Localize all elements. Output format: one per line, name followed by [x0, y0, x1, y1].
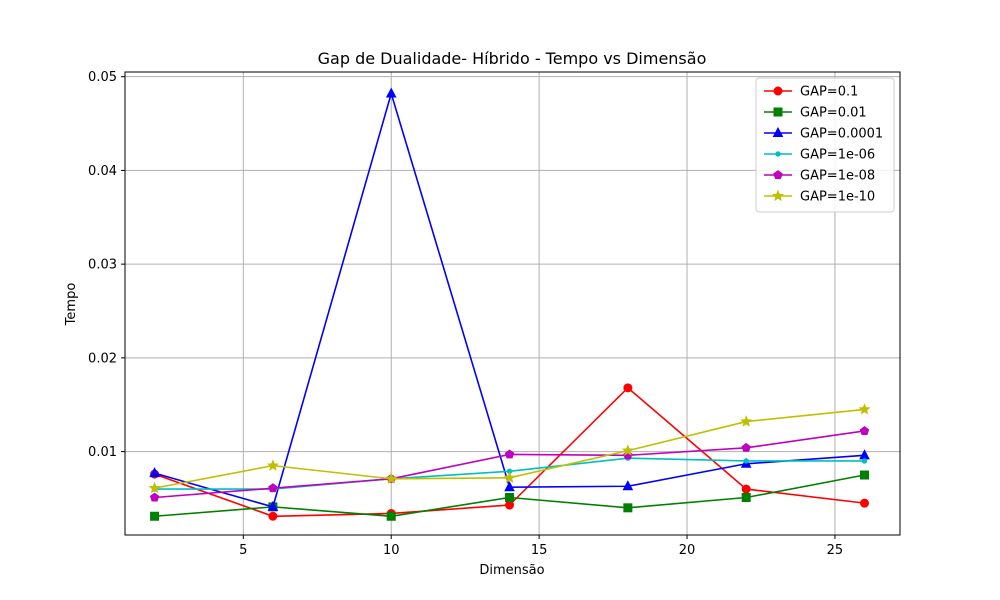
- y-tick-label: 0.05: [88, 70, 117, 85]
- data-point: [504, 449, 515, 459]
- data-point: [860, 498, 870, 508]
- data-point: [149, 492, 160, 502]
- data-point: [741, 484, 751, 494]
- series-layer: [148, 87, 871, 521]
- legend-label: GAP=1e-08: [800, 169, 875, 184]
- legend-marker: [773, 86, 783, 96]
- data-point: [741, 442, 751, 452]
- data-point: [386, 511, 396, 521]
- data-point: [860, 470, 870, 480]
- y-tick-label: 0.01: [88, 445, 117, 460]
- data-point: [623, 383, 633, 393]
- data-point: [621, 444, 634, 456]
- chart-title: Gap de Dualidade- Híbrido - Tempo vs Dim…: [318, 49, 707, 68]
- data-point: [858, 403, 871, 415]
- data-point: [859, 426, 870, 435]
- series-5: [149, 426, 870, 502]
- x-tick-label: 20: [679, 543, 696, 558]
- x-tick-label: 15: [531, 543, 548, 558]
- data-point: [740, 415, 753, 427]
- data-point: [267, 500, 279, 511]
- legend-label: GAP=0.01: [800, 106, 867, 121]
- legend-marker: [772, 126, 784, 137]
- x-tick-label: 10: [383, 543, 400, 558]
- plot-area-frame: [124, 71, 901, 536]
- legend-label: GAP=1e-06: [800, 148, 875, 163]
- data-point: [148, 481, 161, 494]
- x-tick-label: 25: [827, 543, 844, 558]
- data-point: [504, 481, 515, 492]
- data-point: [503, 471, 516, 483]
- y-tick-label: 0.04: [88, 164, 117, 179]
- series-6: [148, 403, 871, 494]
- legend-label: GAP=0.0001: [800, 127, 883, 142]
- legend-marker: [773, 107, 783, 117]
- legend-marker: [771, 189, 785, 202]
- legend-item: GAP=0.1: [764, 85, 858, 100]
- legend: GAP=0.1 GAP=0.01 GAP=0.0001 GAP=1e-06 GAP=1e…: [755, 77, 895, 213]
- legend-item: GAP=0.0001: [764, 127, 883, 142]
- data-point: [385, 87, 397, 98]
- data-point: [861, 458, 868, 464]
- data-point: [268, 483, 278, 493]
- data-point: [741, 493, 751, 503]
- data-point: [623, 503, 633, 513]
- data-point: [150, 511, 160, 521]
- legend-item: GAP=1e-08: [764, 169, 875, 184]
- legend-item: GAP=1e-10: [764, 190, 875, 205]
- legend-label: GAP=0.1: [800, 85, 858, 100]
- grid: [125, 72, 900, 535]
- legend-marker: [775, 151, 781, 157]
- data-point: [268, 511, 278, 521]
- axis-ticks: 5 10 15 20 25 0.01 0.02 0.03 0.04 0.05: [88, 70, 843, 558]
- x-tick-label: 5: [239, 543, 247, 558]
- data-point: [505, 500, 515, 510]
- data-point: [505, 493, 515, 503]
- legend-marker: [773, 170, 783, 179]
- legend-item: GAP=0.01: [764, 106, 867, 121]
- data-point: [622, 480, 634, 491]
- legend-item: GAP=1e-06: [764, 148, 875, 163]
- data-point: [385, 472, 398, 484]
- y-tick-label: 0.03: [88, 258, 117, 273]
- data-point: [149, 467, 160, 478]
- y-axis-label: Tempo: [64, 283, 79, 327]
- series-3: [149, 87, 870, 511]
- data-point: [743, 458, 749, 464]
- y-tick-label: 0.02: [88, 351, 117, 366]
- legend-label: GAP=1e-10: [800, 190, 875, 205]
- x-axis-label: Dimensão: [479, 563, 544, 578]
- data-point: [266, 459, 279, 471]
